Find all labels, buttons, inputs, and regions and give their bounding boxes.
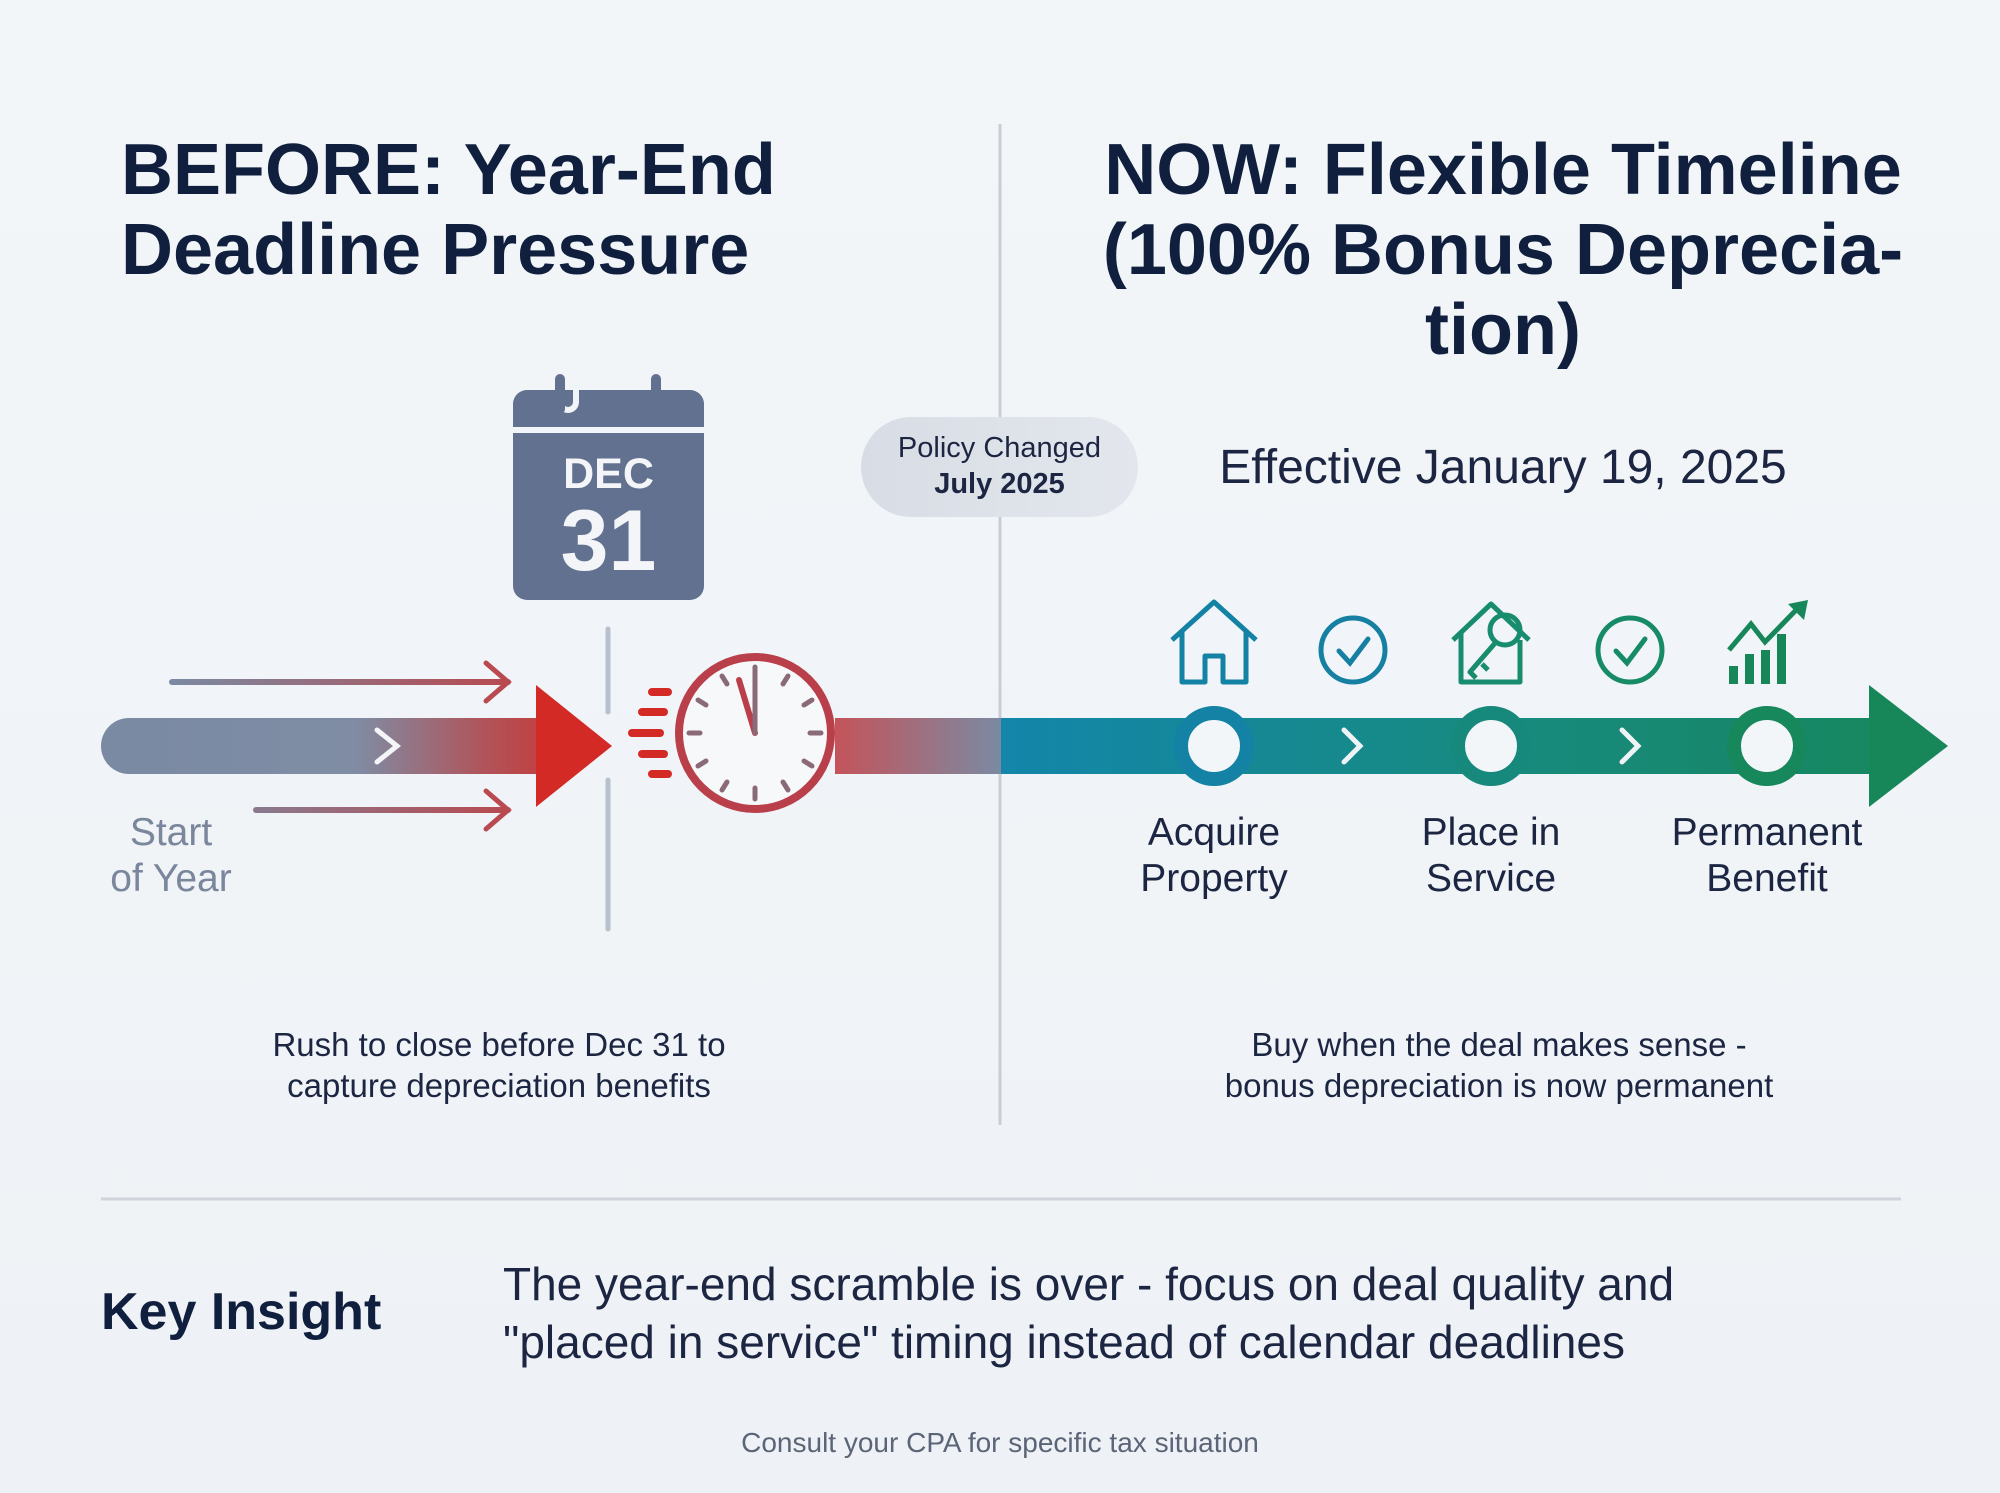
key-insight-label: Key Insight — [101, 1283, 382, 1341]
calendar-month: DEC — [563, 450, 654, 498]
house-icon — [1170, 599, 1258, 685]
key-insight-text: The year-end scramble is over - focus on… — [503, 1258, 1675, 1368]
before-title-line: BEFORE: Year-End — [121, 130, 776, 210]
policy-badge-bg — [861, 417, 1138, 517]
now-title: NOW: Flexible Timeline (100% Bonus Depre… — [1053, 130, 1953, 370]
growth-chart-icon — [1727, 600, 1808, 684]
before-title-line: Deadline Pressure — [121, 210, 750, 290]
calendar-icon — [513, 374, 704, 600]
before-title: BEFORE: Year-End Deadline Pressure — [121, 130, 776, 290]
now-title-line: tion) — [1425, 290, 1581, 370]
step-node — [1174, 706, 1807, 786]
calendar-day: 31 — [560, 493, 657, 589]
start-of-year-label: Start of Year — [110, 811, 232, 900]
now-title-line: (100% Bonus Deprecia- — [1102, 210, 1904, 290]
house-key-icon — [1451, 601, 1531, 685]
now-timeline — [1001, 685, 1948, 807]
before-caption: Rush to close before Dec 31 to capture de… — [272, 1026, 726, 1104]
before-timeline — [101, 626, 1001, 932]
check-circle-icon — [1318, 615, 1388, 685]
check-circle-icon — [1595, 615, 1665, 685]
footer-disclaimer: Consult your CPA for specific tax situat… — [741, 1427, 1259, 1458]
step-label-place-in-service: Place in Service — [1421, 811, 1561, 900]
clock-icon — [628, 653, 835, 813]
policy-badge-label: Policy Changed — [897, 432, 1102, 464]
effective-date: Effective January 19, 2025 — [1219, 441, 1787, 494]
policy-badge-date: July 2025 — [934, 468, 1065, 500]
now-caption: Buy when the deal makes sense - bonus dep… — [1224, 1026, 1774, 1104]
step-label-acquire-property: Acquire Property — [1140, 811, 1288, 900]
step-label-permanent-benefit: Permanent Benefit — [1671, 811, 1863, 900]
now-title-line: NOW: Flexible Timeline — [1104, 130, 1902, 210]
policy-badge: Policy Changed July 2025 — [861, 430, 1138, 502]
